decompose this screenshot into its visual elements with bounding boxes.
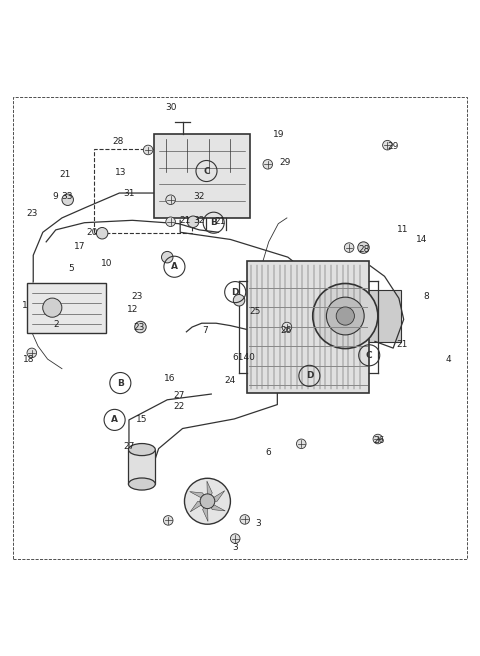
Text: 27: 27: [123, 442, 135, 451]
Circle shape: [230, 534, 240, 543]
Circle shape: [200, 494, 215, 508]
Text: D: D: [306, 371, 313, 380]
Text: 12: 12: [127, 305, 138, 314]
Polygon shape: [190, 501, 207, 512]
Text: 32: 32: [193, 192, 205, 201]
Circle shape: [184, 478, 230, 524]
Text: A: A: [111, 415, 118, 424]
Circle shape: [166, 217, 175, 226]
Text: 31: 31: [123, 190, 135, 199]
Text: C: C: [203, 167, 210, 176]
Circle shape: [161, 251, 173, 263]
Text: 9: 9: [53, 192, 59, 201]
Circle shape: [297, 439, 306, 449]
Text: 21: 21: [60, 171, 71, 179]
Circle shape: [282, 322, 292, 332]
Text: 23: 23: [134, 323, 145, 333]
Text: 17: 17: [74, 242, 85, 251]
Bar: [94, 150, 192, 234]
Polygon shape: [207, 481, 212, 501]
Circle shape: [344, 243, 354, 253]
Text: 7: 7: [203, 326, 208, 335]
Text: 2: 2: [53, 319, 59, 329]
Text: 28: 28: [112, 137, 124, 146]
Text: 22: 22: [174, 403, 185, 411]
Text: D: D: [231, 287, 239, 297]
Text: 3: 3: [255, 519, 261, 528]
Circle shape: [163, 516, 173, 525]
Text: 11: 11: [397, 226, 408, 234]
Text: 4: 4: [445, 355, 451, 363]
Text: 21: 21: [214, 217, 226, 226]
Text: 20: 20: [86, 228, 97, 237]
Text: 18: 18: [23, 355, 34, 363]
Text: 14: 14: [416, 235, 428, 244]
Text: 23: 23: [26, 209, 37, 218]
Text: 19: 19: [273, 130, 284, 138]
Text: 6140: 6140: [232, 353, 255, 362]
Polygon shape: [190, 491, 207, 501]
Text: 26: 26: [280, 326, 292, 335]
FancyBboxPatch shape: [154, 134, 250, 218]
Ellipse shape: [129, 443, 156, 456]
Circle shape: [187, 216, 199, 228]
Text: 6: 6: [265, 448, 271, 457]
FancyBboxPatch shape: [247, 261, 369, 392]
Text: A: A: [171, 262, 178, 271]
Text: 33: 33: [61, 192, 72, 201]
Circle shape: [233, 295, 245, 306]
Text: 1: 1: [22, 300, 27, 310]
Circle shape: [43, 298, 62, 318]
Text: 32: 32: [193, 216, 205, 225]
Text: 3: 3: [232, 543, 238, 552]
Polygon shape: [207, 491, 225, 501]
Text: B: B: [117, 379, 124, 388]
Text: 25: 25: [250, 307, 261, 316]
Text: 8: 8: [424, 293, 430, 301]
Text: 10: 10: [101, 259, 113, 268]
Text: 23: 23: [132, 293, 143, 301]
Text: 21: 21: [396, 340, 408, 349]
Polygon shape: [203, 501, 208, 522]
Text: 21: 21: [179, 216, 191, 225]
Circle shape: [135, 321, 146, 333]
Circle shape: [62, 194, 73, 205]
Polygon shape: [207, 501, 225, 511]
FancyBboxPatch shape: [187, 501, 228, 508]
Text: 27: 27: [173, 392, 184, 400]
Text: 28: 28: [359, 245, 370, 253]
Circle shape: [326, 297, 364, 335]
Circle shape: [383, 140, 392, 150]
Circle shape: [96, 228, 108, 239]
Text: 29: 29: [280, 158, 291, 167]
Text: 15: 15: [136, 415, 147, 424]
Circle shape: [373, 434, 383, 444]
Circle shape: [27, 348, 36, 358]
Text: 16: 16: [164, 374, 176, 382]
Text: 26: 26: [373, 436, 384, 445]
Text: 30: 30: [165, 104, 176, 112]
Ellipse shape: [129, 478, 156, 490]
FancyBboxPatch shape: [358, 290, 401, 342]
Text: B: B: [210, 218, 217, 227]
Text: 29: 29: [387, 142, 399, 151]
Circle shape: [358, 242, 369, 253]
FancyBboxPatch shape: [27, 283, 106, 333]
Bar: [129, 449, 156, 484]
Circle shape: [263, 159, 273, 169]
Circle shape: [336, 307, 354, 325]
Circle shape: [240, 515, 250, 524]
Circle shape: [166, 195, 175, 205]
Text: 24: 24: [225, 376, 236, 385]
Text: 5: 5: [69, 264, 74, 273]
Circle shape: [313, 283, 378, 348]
Text: C: C: [366, 351, 372, 359]
Text: 13: 13: [115, 168, 126, 177]
Circle shape: [144, 145, 153, 155]
